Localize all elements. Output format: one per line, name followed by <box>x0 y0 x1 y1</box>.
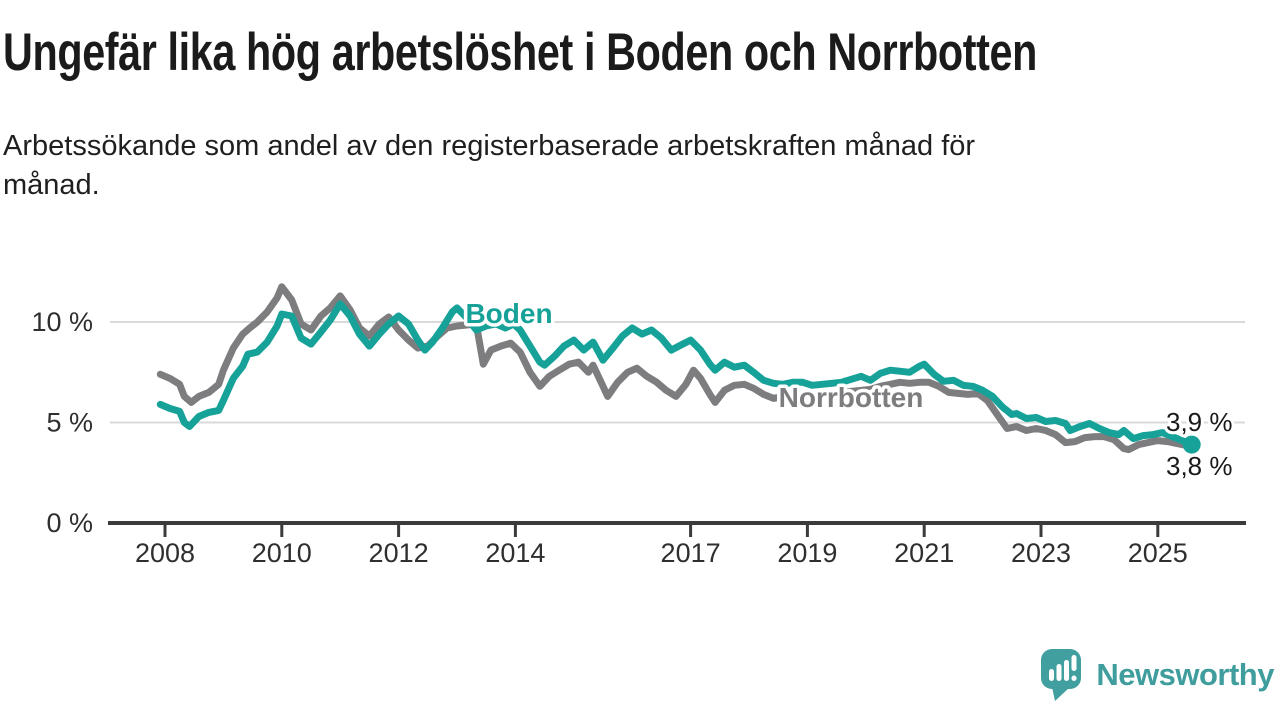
x-tick-label-2010: 2010 <box>252 538 312 568</box>
norrbotten-series-label: Norrbotten <box>779 382 924 413</box>
x-tick-label-2017: 2017 <box>661 538 721 568</box>
boden-series-label: Boden <box>465 298 552 329</box>
boden-end-dot <box>1182 435 1201 454</box>
chart-subtitle-line-1: Arbetssökande som andel av den registerb… <box>3 130 976 162</box>
y-tick-label-5pct: 5 % <box>46 408 93 438</box>
x-tick-label-2012: 2012 <box>369 538 429 568</box>
chart-subtitle-line-2: månad. <box>3 169 100 201</box>
x-axis: 0 % 5 % 10 % 2008 2010 2012 2014 2017 2019 2021 20… <box>31 307 1246 568</box>
gridlines <box>110 321 1245 424</box>
chart-title: Ungefär lika hög arbetslöshet i Boden oc… <box>3 23 1037 82</box>
chart-subtitle: Arbetssökande som andel av den registerb… <box>3 127 975 205</box>
x-tick-label-2008: 2008 <box>135 538 195 568</box>
norrbotten-end-value-label: 3,8 % <box>1166 451 1233 481</box>
x-tick-label-2023: 2023 <box>1011 538 1071 568</box>
series-lines <box>156 283 1201 454</box>
newsworthy-brand-name: Newsworthy <box>1096 657 1274 692</box>
x-tick-label-2019: 2019 <box>777 538 837 568</box>
chart-labels: Boden Norrbotten 3,9 % 3,8 % <box>462 295 1236 485</box>
x-tick-label-2014: 2014 <box>485 538 545 568</box>
boden-end-value-label: 3,9 % <box>1166 407 1233 437</box>
newsworthy-logo-icon <box>1041 649 1082 701</box>
y-tick-label-10pct: 10 % <box>31 307 93 337</box>
boden-line <box>156 300 1196 449</box>
newsworthy-brand-link[interactable]: Newsworthy <box>1040 648 1274 702</box>
x-tick-label-2021: 2021 <box>894 538 954 568</box>
x-tick-label-2025: 2025 <box>1128 538 1188 568</box>
y-tick-label-0pct: 0 % <box>46 508 93 538</box>
norrbotten-line <box>156 283 1197 454</box>
